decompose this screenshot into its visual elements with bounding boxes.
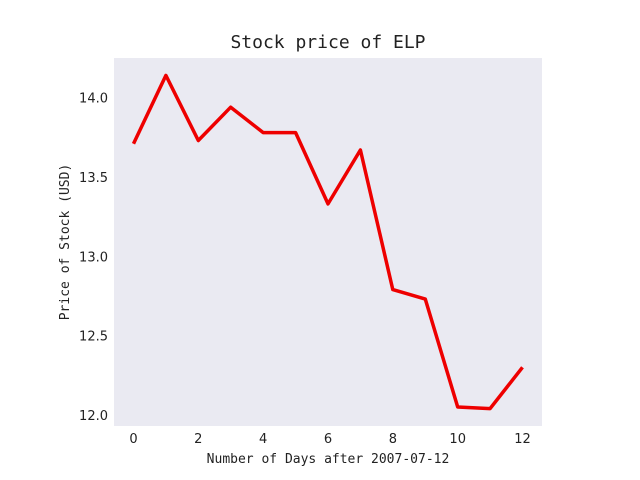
x-tick-label: 2 bbox=[194, 432, 202, 447]
x-tick-label: 10 bbox=[449, 432, 466, 447]
x-tick-label: 8 bbox=[389, 432, 397, 447]
x-tick-label: 12 bbox=[514, 432, 531, 447]
x-axis-label: Number of Days after 2007-07-12 bbox=[207, 452, 450, 467]
x-axis-ticks: 0 2 4 6 8 10 12 bbox=[129, 432, 531, 447]
x-tick-label: 6 bbox=[324, 432, 332, 447]
y-axis-ticks: 12.0 12.5 13.0 13.5 14.0 bbox=[79, 92, 108, 424]
chart-title: Stock price of ELP bbox=[230, 32, 425, 53]
y-tick-label: 14.0 bbox=[79, 92, 108, 107]
y-tick-label: 13.5 bbox=[79, 171, 108, 186]
y-tick-label: 12.0 bbox=[79, 409, 108, 424]
plot-background bbox=[114, 58, 542, 426]
x-tick-label: 0 bbox=[129, 432, 137, 447]
series-line bbox=[131, 73, 524, 411]
y-axis-label: Price of Stock (USD) bbox=[58, 164, 73, 321]
x-tick-label: 4 bbox=[259, 432, 267, 447]
y-tick-label: 13.0 bbox=[79, 250, 108, 265]
y-tick-label: 12.5 bbox=[79, 330, 108, 345]
